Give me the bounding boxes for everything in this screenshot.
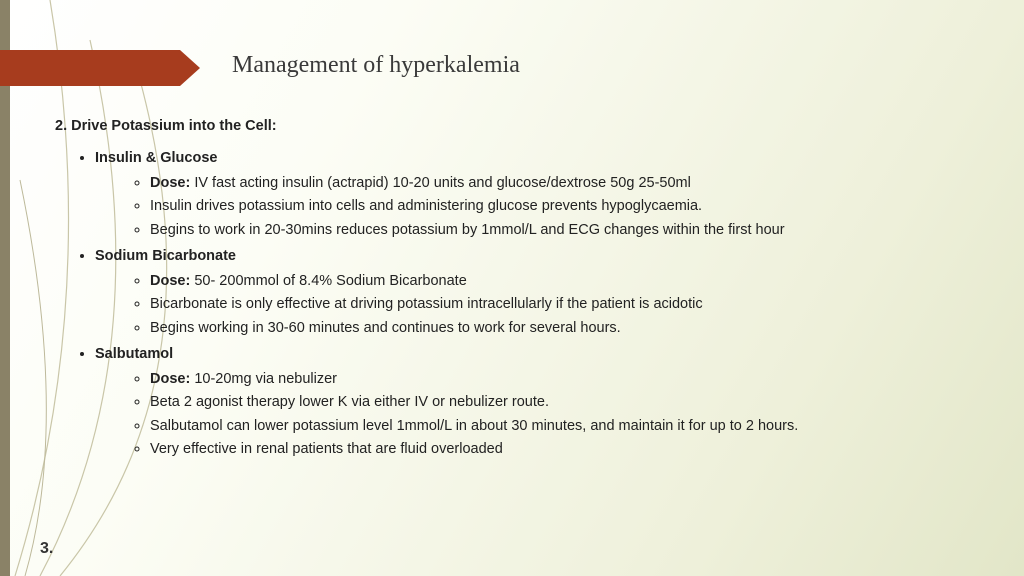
list-item: Begins to work in 20-30mins reduces pota… xyxy=(150,219,994,241)
left-vertical-bar xyxy=(0,0,10,576)
accent-arrow-tab xyxy=(0,50,200,86)
list-item: Beta 2 agonist therapy lower K via eithe… xyxy=(150,391,994,413)
list-item: Salbutamol can lower potassium level 1mm… xyxy=(150,415,994,437)
sublist: Dose: IV fast acting insulin (actrapid) … xyxy=(95,172,994,241)
list-item: Dose: 10-20mg via nebulizer xyxy=(150,368,994,390)
list-item: Insulin drives potassium into cells and … xyxy=(150,195,994,217)
slide-title: Management of hyperkalemia xyxy=(232,52,520,79)
list-item: Bicarbonate is only effective at driving… xyxy=(150,293,994,315)
list-item: Salbutamol Dose: 10-20mg via nebulizer B… xyxy=(95,343,994,460)
treatment-list: Insulin & Glucose Dose: IV fast acting i… xyxy=(55,147,994,460)
list-item: Dose: 50- 200mmol of 8.4% Sodium Bicarbo… xyxy=(150,270,994,292)
sublist: Dose: 10-20mg via nebulizer Beta 2 agoni… xyxy=(95,368,994,461)
list-item: Dose: IV fast acting insulin (actrapid) … xyxy=(150,172,994,194)
item-name: Salbutamol xyxy=(95,346,173,362)
list-item: Very effective in renal patients that ar… xyxy=(150,438,994,460)
section-heading: 2. Drive Potassium into the Cell: xyxy=(55,115,994,137)
footer-number: 3. xyxy=(40,540,53,558)
slide-content: 2. Drive Potassium into the Cell: Insuli… xyxy=(55,115,994,465)
item-name: Insulin & Glucose xyxy=(95,150,217,166)
list-item: Sodium Bicarbonate Dose: 50- 200mmol of … xyxy=(95,245,994,339)
sublist: Dose: 50- 200mmol of 8.4% Sodium Bicarbo… xyxy=(95,270,994,339)
item-name: Sodium Bicarbonate xyxy=(95,248,236,264)
list-item: Insulin & Glucose Dose: IV fast acting i… xyxy=(95,147,994,241)
list-item: Begins working in 30-60 minutes and cont… xyxy=(150,317,994,339)
